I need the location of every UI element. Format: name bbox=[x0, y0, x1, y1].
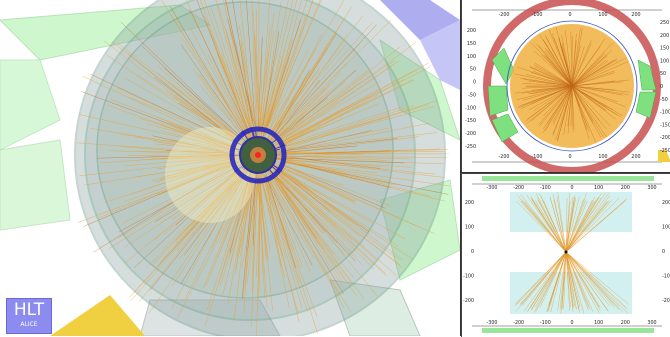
tick-label: 100 bbox=[598, 154, 607, 160]
tick-label: 100 bbox=[598, 12, 607, 18]
tick-label: 200 bbox=[467, 28, 476, 34]
tick-label: -100 bbox=[660, 110, 670, 116]
tick-label: 200 bbox=[621, 320, 630, 326]
tick-label: -200 bbox=[662, 298, 670, 304]
3d-event-view[interactable]: HLT ALICE bbox=[0, 0, 460, 336]
tick-label: -300 bbox=[487, 185, 498, 191]
tick-label: 0 bbox=[662, 249, 665, 255]
tick-label: -300 bbox=[487, 320, 498, 326]
tick-label: -200 bbox=[465, 131, 476, 137]
rhoz-left-tick-labels: 200 100 0 -100 -200 bbox=[463, 200, 474, 304]
tick-label: -200 bbox=[513, 185, 524, 191]
tick-label: 200 bbox=[465, 200, 474, 206]
tick-label: 100 bbox=[662, 225, 670, 231]
its-detector bbox=[232, 129, 284, 181]
tick-label: -100 bbox=[465, 105, 476, 111]
tick-label: -200 bbox=[660, 135, 670, 141]
rphi-right-tick-labels: 250 200 150 100 50 0 -50 -100 -150 -200 -250 bbox=[660, 20, 670, 154]
tick-label: -50 bbox=[660, 97, 668, 103]
tick-label: -250 bbox=[660, 148, 670, 154]
tick-label: 100 bbox=[660, 58, 669, 64]
tick-label: 250 bbox=[660, 20, 669, 26]
tick-label: -200 bbox=[513, 320, 524, 326]
rhoz-bottom-tick-labels: -300 -200 -100 0 100 200 300 bbox=[487, 320, 657, 326]
tick-label: 150 bbox=[660, 46, 669, 52]
muon-absorber bbox=[50, 295, 145, 336]
tick-label: 50 bbox=[660, 71, 666, 77]
tick-label: 300 bbox=[647, 320, 656, 326]
tick-label: -100 bbox=[540, 185, 551, 191]
tick-label: -150 bbox=[465, 118, 476, 124]
tick-label: 50 bbox=[470, 67, 476, 73]
logo-title: HLT bbox=[7, 299, 51, 321]
vertex bbox=[565, 251, 568, 254]
tick-label: -50 bbox=[468, 92, 476, 98]
rhoz-top-tick-labels: -300 -200 -100 0 100 200 300 bbox=[487, 185, 657, 191]
rphi-left-tick-labels: 200 150 100 50 0 -50 -100 -150 -200 -250 bbox=[465, 28, 476, 150]
rhoz-top-tof bbox=[482, 176, 654, 181]
tick-label: 0 bbox=[568, 154, 571, 160]
tick-label: 200 bbox=[631, 12, 640, 18]
tick-label: 200 bbox=[631, 154, 640, 160]
hlt-alice-logo: HLT ALICE bbox=[6, 298, 52, 334]
tick-label: 300 bbox=[647, 185, 656, 191]
tick-label: 0 bbox=[570, 185, 573, 191]
rhoz-right-tick-labels: 200 100 0 -100 -200 bbox=[662, 200, 670, 304]
tick-label: -100 bbox=[532, 12, 543, 18]
tick-label: 200 bbox=[662, 200, 670, 206]
logo-subtitle: ALICE bbox=[7, 321, 51, 328]
tick-label: 100 bbox=[594, 185, 603, 191]
tick-label: 0 bbox=[660, 84, 663, 90]
tick-label: 200 bbox=[621, 185, 630, 191]
tick-label: -200 bbox=[463, 298, 474, 304]
rhoz-bottom-tof bbox=[482, 328, 654, 333]
tick-label: -200 bbox=[499, 12, 510, 18]
tick-label: 0 bbox=[473, 80, 476, 86]
tick-label: 100 bbox=[467, 54, 476, 60]
tick-label: 100 bbox=[465, 225, 474, 231]
tick-label: -100 bbox=[532, 154, 543, 160]
tick-label: -100 bbox=[540, 320, 551, 326]
tick-label: 100 bbox=[594, 320, 603, 326]
tick-label: -150 bbox=[660, 122, 670, 128]
tick-label: -100 bbox=[463, 274, 474, 280]
tick-label: -100 bbox=[662, 274, 670, 280]
tick-label: -200 bbox=[499, 154, 510, 160]
tick-label: -250 bbox=[465, 144, 476, 150]
tick-label: 0 bbox=[570, 320, 573, 326]
tick-label: 200 bbox=[660, 33, 669, 39]
tick-label: 0 bbox=[471, 249, 474, 255]
tick-label: 0 bbox=[568, 12, 571, 18]
rphi-projection-view[interactable]: -200 -100 0 100 200 -200 -100 0 100 200 200 150 10… bbox=[461, 0, 670, 172]
tick-label: 150 bbox=[467, 41, 476, 47]
